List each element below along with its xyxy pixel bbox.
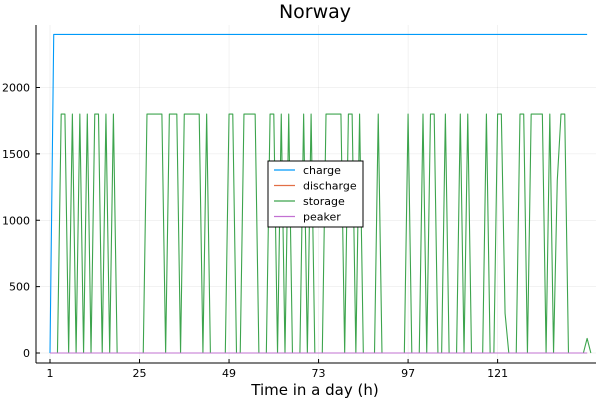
- x-axis-label: Time in a day (h): [250, 381, 378, 399]
- legend-label-charge: charge: [303, 164, 341, 177]
- y-tick-label: 1000: [2, 214, 30, 227]
- tick-labels: 1 25 49 73 97 121 0 500 1000 1500 2000: [2, 82, 508, 381]
- y-tick-label: 2000: [2, 82, 30, 95]
- series-group: [49, 33, 592, 354]
- y-tick-label: 500: [9, 281, 30, 294]
- legend: charge discharge storage peaker: [267, 160, 364, 228]
- legend-label-storage: storage: [303, 195, 345, 208]
- legend-label-discharge: discharge: [303, 180, 357, 193]
- y-tick-label: 0: [23, 347, 30, 360]
- series-line-charge: [49, 33, 588, 354]
- x-tick-label: 1: [47, 367, 54, 380]
- x-tick-label: 97: [401, 367, 415, 380]
- x-tick-label: 25: [133, 367, 147, 380]
- chart-title: Norway: [279, 1, 351, 23]
- x-tick-label: 121: [487, 367, 508, 380]
- y-tick-label: 1500: [2, 148, 30, 161]
- legend-label-peaker: peaker: [303, 211, 341, 224]
- axes: [35, 25, 596, 364]
- x-tick-label: 49: [222, 367, 236, 380]
- x-tick-label: 73: [312, 367, 326, 380]
